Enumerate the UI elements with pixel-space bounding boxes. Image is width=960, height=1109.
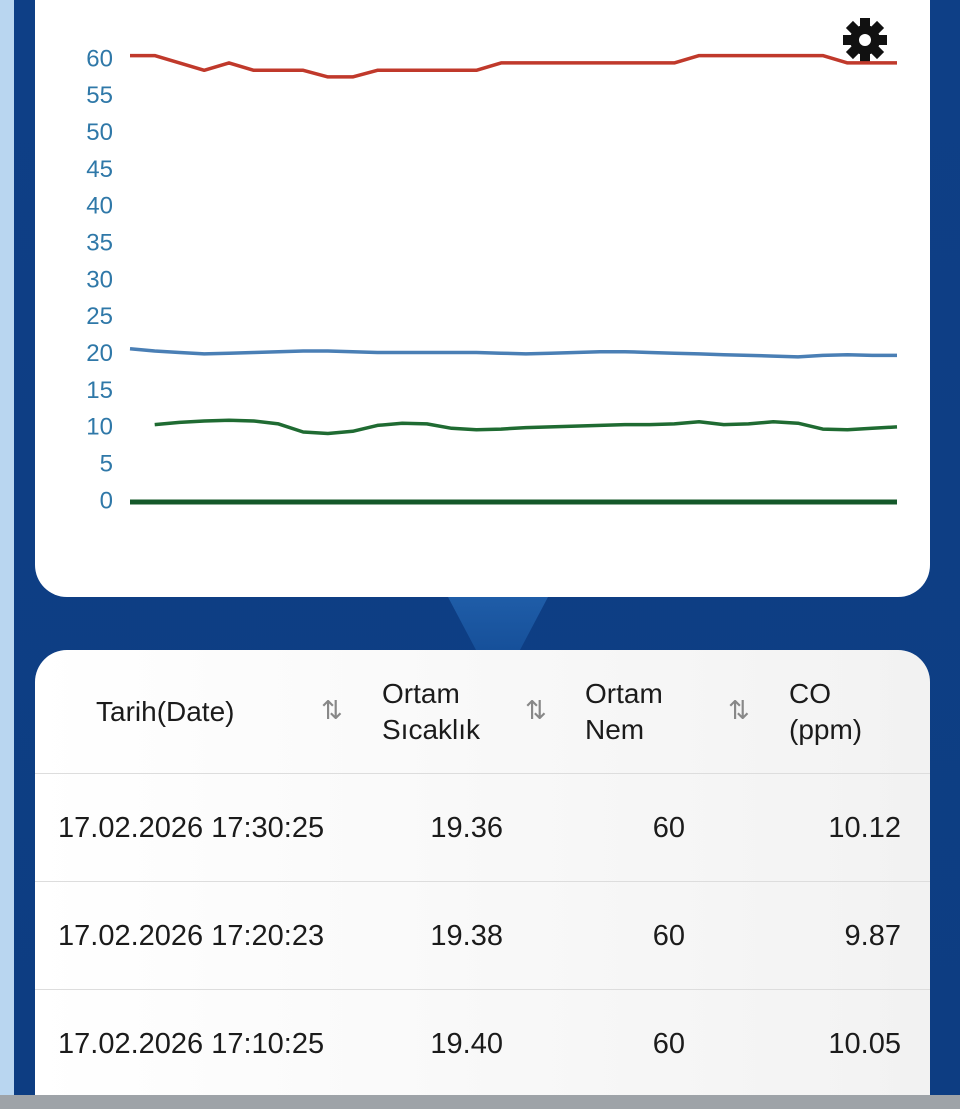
table-row[interactable]: 17.02.2026 17:20:23 19.38 60 9.87 [35, 881, 930, 990]
side-strip [0, 0, 14, 1109]
table-row[interactable]: 17.02.2026 17:10:25 19.40 60 10.05 [35, 989, 930, 1098]
y-tick-label: 10 [86, 414, 113, 441]
y-tick-label: 0 [100, 487, 113, 514]
notch [448, 597, 548, 650]
series-line [154, 418, 898, 436]
table-cell: 60 [652, 920, 685, 952]
table-cell: 9.87 [844, 920, 901, 952]
y-tick-label: 15 [86, 377, 113, 404]
table-cell: 10.12 [828, 812, 901, 844]
bottom-bar [0, 1095, 960, 1109]
sort-icon[interactable]: ⇅ [321, 695, 343, 725]
y-tick-label: 60 [86, 45, 113, 72]
y-tick-label: 20 [86, 340, 113, 367]
sort-icon[interactable]: ⇅ [525, 695, 547, 725]
table-card: Tarih(Date) ⇅ Ortam Sıcaklık ⇅ Ortam Nem… [35, 650, 930, 1109]
y-tick-label: 50 [86, 119, 113, 146]
header[interactable]: Ortam Sıcaklık [382, 678, 481, 745]
table-cell: 19.38 [430, 920, 503, 952]
y-tick-label: 30 [86, 266, 113, 293]
table-cell: 60 [652, 812, 685, 844]
header[interactable]: Ortam Nem [585, 678, 663, 745]
y-tick-label: 45 [86, 156, 113, 183]
header[interactable]: Tarih(Date) [96, 696, 235, 727]
y-tick-label: 40 [86, 193, 113, 220]
sort-icon[interactable]: ⇅ [728, 695, 750, 725]
table-cell: 17.02.2026 17:30:25 [58, 812, 325, 844]
series-line [130, 53, 897, 79]
chart-card: 0 5 10 15 20 25 30 35 40 45 50 55 60 [35, 0, 930, 597]
y-tick-label: 5 [100, 451, 113, 478]
chart: 0 5 10 15 20 25 30 35 40 45 50 55 60 [86, 18, 898, 514]
table-cell: 19.40 [430, 1028, 503, 1060]
y-tick-label: 35 [86, 230, 113, 257]
series-line [129, 347, 897, 359]
header[interactable]: CO (ppm) [789, 678, 863, 745]
table-row[interactable]: 17.02.2026 17:30:25 19.36 60 10.12 [35, 773, 930, 882]
table-cell: 17.02.2026 17:20:23 [58, 920, 325, 952]
table-cell: 19.36 [430, 812, 503, 844]
table-cell: 60 [652, 1028, 685, 1060]
table-cell: 17.02.2026 17:10:25 [58, 1028, 325, 1060]
table-cell: 10.05 [828, 1028, 901, 1060]
y-tick-label: 25 [86, 303, 113, 330]
settings-icon[interactable] [843, 18, 887, 62]
y-tick-label: 55 [86, 82, 113, 109]
